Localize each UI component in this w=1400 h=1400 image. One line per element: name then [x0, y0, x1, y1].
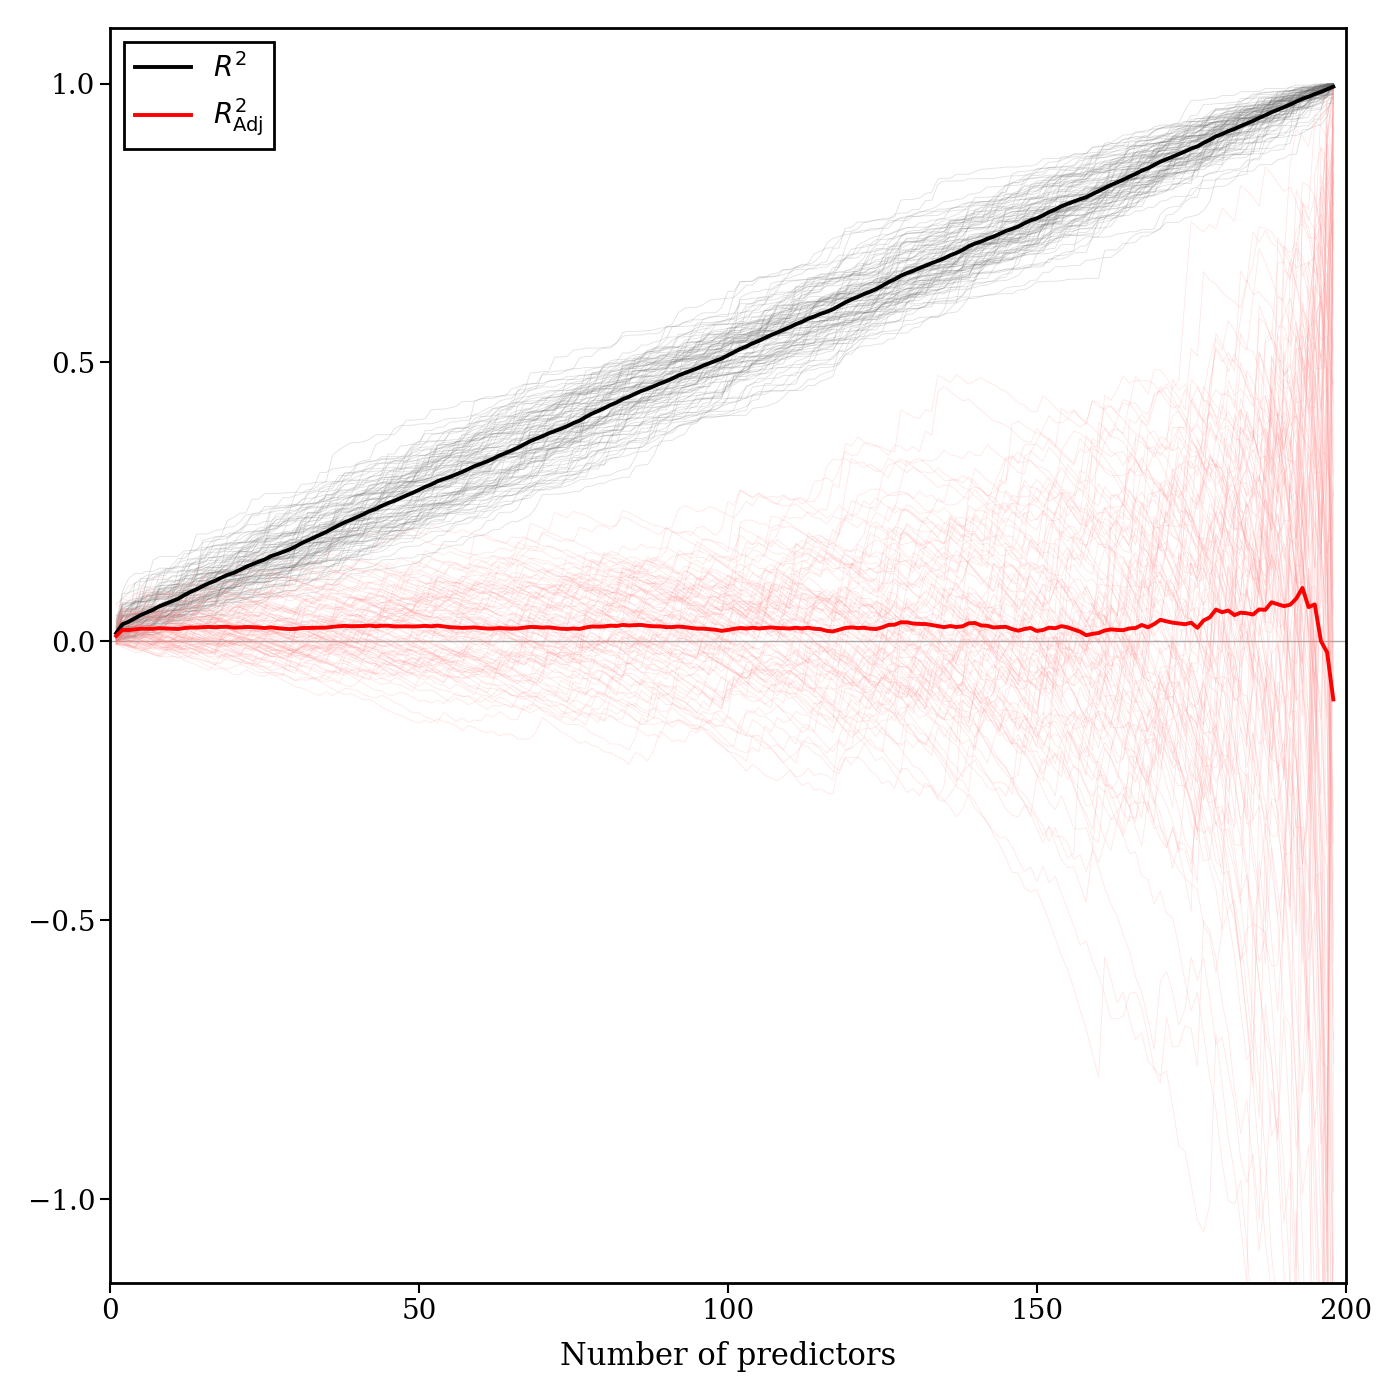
Legend: $R^2$, $R^2_{\mathrm{Adj}}$: $R^2$, $R^2_{\mathrm{Adj}}$	[123, 42, 274, 150]
X-axis label: Number of predictors: Number of predictors	[560, 1341, 896, 1372]
